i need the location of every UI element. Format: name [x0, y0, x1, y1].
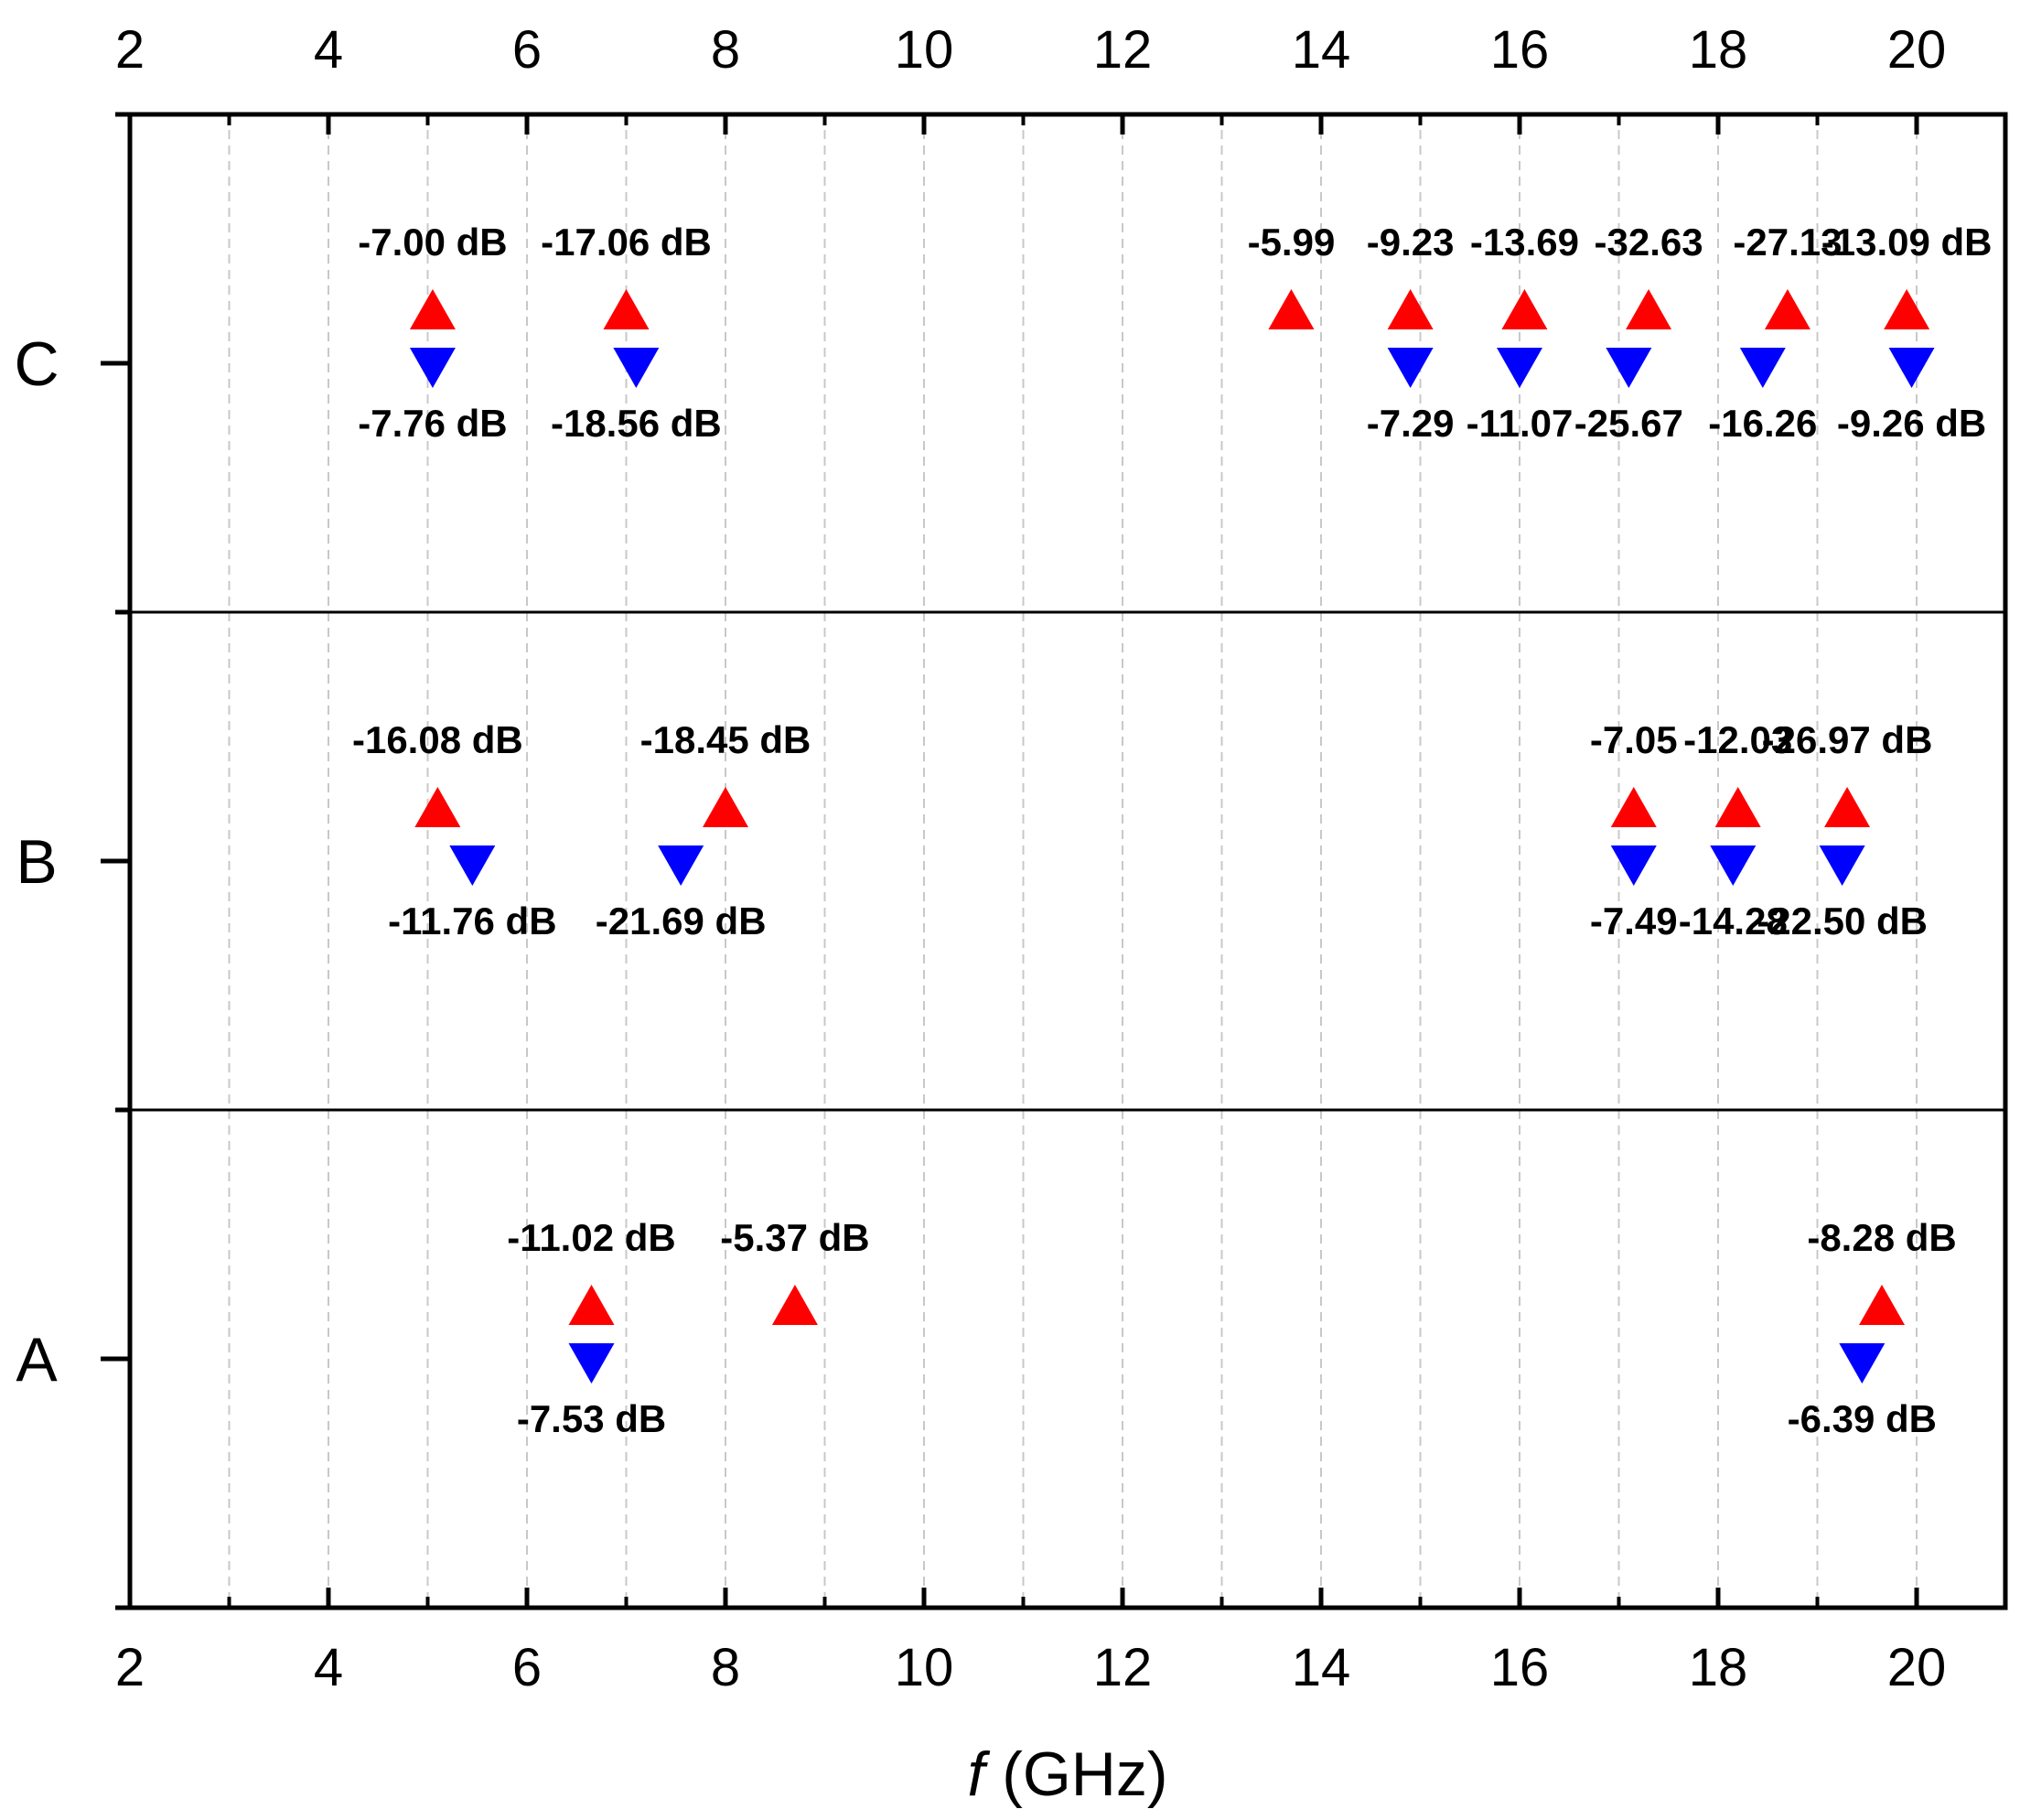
x-tick-label-bottom: 18	[1689, 1638, 1748, 1697]
axis-ticks	[101, 112, 1919, 1610]
marker-down-triangle	[658, 845, 704, 886]
x-tick-label-top: 18	[1689, 20, 1748, 80]
marker-up-triangle	[1626, 289, 1672, 329]
marker-up-triangle	[1764, 289, 1810, 329]
data-markers	[409, 289, 1935, 1384]
x-tick-label-bottom: 2	[115, 1638, 145, 1697]
data-label-down: -21.69 dB	[596, 899, 767, 942]
x-tick-label-top: 16	[1490, 20, 1550, 80]
data-label-down: -6.39 dB	[1788, 1397, 1937, 1440]
marker-up-triangle	[568, 1285, 615, 1325]
x-tick-label-top: 2	[115, 20, 145, 80]
marker-up-triangle	[414, 787, 461, 827]
marker-up-triangle	[1387, 289, 1434, 329]
x-tick-label-top: 6	[512, 20, 542, 80]
marker-up-triangle	[1824, 787, 1871, 827]
data-label-up: -17.06 dB	[541, 221, 712, 264]
x-tick-label-top: 14	[1292, 20, 1351, 80]
data-label-up: -9.23	[1367, 221, 1455, 264]
grid-lines	[228, 114, 1918, 1608]
marker-up-triangle	[1268, 289, 1315, 329]
data-label-up: -16.08 dB	[352, 718, 523, 761]
data-label-up: -13.69	[1470, 221, 1579, 264]
marker-up-triangle	[1714, 787, 1761, 827]
data-label-up: -7.00 dB	[358, 221, 507, 264]
x-tick-label-bottom: 10	[895, 1638, 954, 1697]
marker-down-triangle	[1739, 348, 1786, 388]
x-tick-label-top: 20	[1887, 20, 1947, 80]
data-label-up: -13.09 dB	[1821, 221, 1993, 264]
marker-up-triangle	[1884, 289, 1930, 329]
marker-down-triangle	[613, 348, 660, 388]
marker-down-triangle	[1819, 845, 1865, 886]
data-label-down: -22.50 dB	[1757, 899, 1928, 942]
data-label-up: -8.28 dB	[1807, 1216, 1956, 1259]
data-label-down: -16.26	[1708, 402, 1817, 445]
x-axis-title-unit: (GHz)	[984, 1739, 1167, 1809]
data-label-up: -5.37 dB	[720, 1216, 869, 1259]
data-label-up: -12.03	[1683, 718, 1792, 761]
tick-labels: 2 2 4 4 6 6 8 8 10 10 12 12 14 14 16 16 18 18 20 20 A B C	[14, 20, 1946, 1697]
x-axis-title: f (GHz)	[967, 1739, 1167, 1809]
data-label-up: -26.97 dB	[1762, 718, 1933, 761]
x-tick-label-bottom: 20	[1887, 1638, 1947, 1697]
x-tick-label-bottom: 4	[314, 1638, 343, 1697]
data-label-down: -7.53 dB	[517, 1397, 666, 1440]
marker-up-triangle	[703, 787, 748, 827]
marker-down-triangle	[1839, 1343, 1886, 1384]
marker-up-triangle	[771, 1285, 818, 1325]
panel-dividers	[130, 610, 2005, 1112]
marker-down-triangle	[449, 845, 496, 886]
y-category-label: C	[14, 329, 59, 399]
data-label-up: -5.99	[1248, 221, 1336, 264]
data-label-down: -18.56 dB	[551, 402, 722, 445]
x-tick-label-bottom: 8	[711, 1638, 740, 1697]
marker-down-triangle	[1387, 348, 1434, 388]
data-label-down: -11.07	[1467, 402, 1574, 445]
data-label-up: -18.45 dB	[640, 718, 811, 761]
y-category-label: B	[16, 827, 57, 897]
marker-up-triangle	[409, 289, 456, 329]
data-label-up: -27.13	[1733, 221, 1842, 264]
x-tick-label-bottom: 16	[1490, 1638, 1550, 1697]
marker-down-triangle	[409, 348, 456, 388]
x-tick-label-bottom: 12	[1093, 1638, 1153, 1697]
marker-down-triangle	[1497, 348, 1542, 388]
data-label-down: -7.76 dB	[358, 402, 507, 445]
x-tick-label-top: 12	[1093, 20, 1153, 80]
data-label-up: -11.02 dB	[507, 1216, 675, 1259]
data-label-down: -14.28	[1679, 899, 1788, 942]
data-label-down: -11.76 dB	[388, 899, 556, 942]
data-label-down: -25.67	[1574, 402, 1683, 445]
marker-up-triangle	[603, 289, 650, 329]
data-label-down: -7.29	[1367, 402, 1455, 445]
marker-down-triangle	[1610, 845, 1657, 886]
data-labels: -7.00 dB -17.06 dB -5.99 -9.23 -13.69 -32.63-…	[352, 221, 1993, 1440]
data-label-down: -7.49	[1590, 899, 1678, 942]
marker-down-triangle	[1888, 348, 1935, 388]
marker-down-triangle	[1710, 845, 1757, 886]
marker-up-triangle	[1610, 787, 1657, 827]
x-tick-label-top: 4	[314, 20, 343, 80]
data-label-down: -9.26 dB	[1837, 402, 1986, 445]
y-category-label: A	[16, 1325, 58, 1395]
x-tick-label-bottom: 14	[1292, 1638, 1351, 1697]
marker-down-triangle	[568, 1343, 615, 1384]
x-tick-label-top: 8	[711, 20, 740, 80]
x-tick-label-top: 10	[895, 20, 954, 80]
data-label-up: -7.05	[1590, 718, 1678, 761]
marker-up-triangle	[1501, 289, 1548, 329]
marker-down-triangle	[1606, 348, 1652, 388]
marker-up-triangle	[1859, 1285, 1906, 1325]
x-tick-label-bottom: 6	[512, 1638, 542, 1697]
data-label-up: -32.63	[1595, 221, 1703, 264]
